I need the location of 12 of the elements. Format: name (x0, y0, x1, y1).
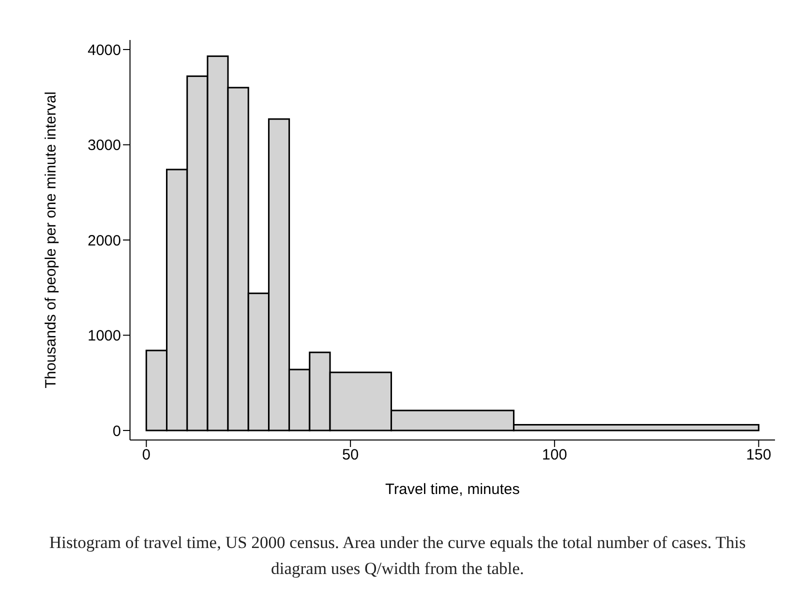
y-tick-label: 0 (112, 422, 121, 440)
x-tick-label: 150 (746, 446, 772, 464)
y-tick-label: 2000 (88, 232, 121, 250)
y-tick-label: 1000 (88, 328, 121, 345)
x-tick-label: 0 (142, 446, 150, 464)
x-tick-label: 50 (342, 446, 359, 464)
x-tick-label: 100 (542, 446, 568, 464)
text: Histogram of travel time, US 2000 census. Area under the curve equals the total number of cases. This diagram uses Q/width from the table. (48, 532, 747, 580)
y-tick-label: 4000 (88, 42, 121, 59)
x-axis-title: Travel time, minutes (385, 481, 520, 498)
y-tick-label: 3000 (88, 137, 121, 154)
y-axis-title: Thousands of people per one minute interval (42, 92, 60, 388)
